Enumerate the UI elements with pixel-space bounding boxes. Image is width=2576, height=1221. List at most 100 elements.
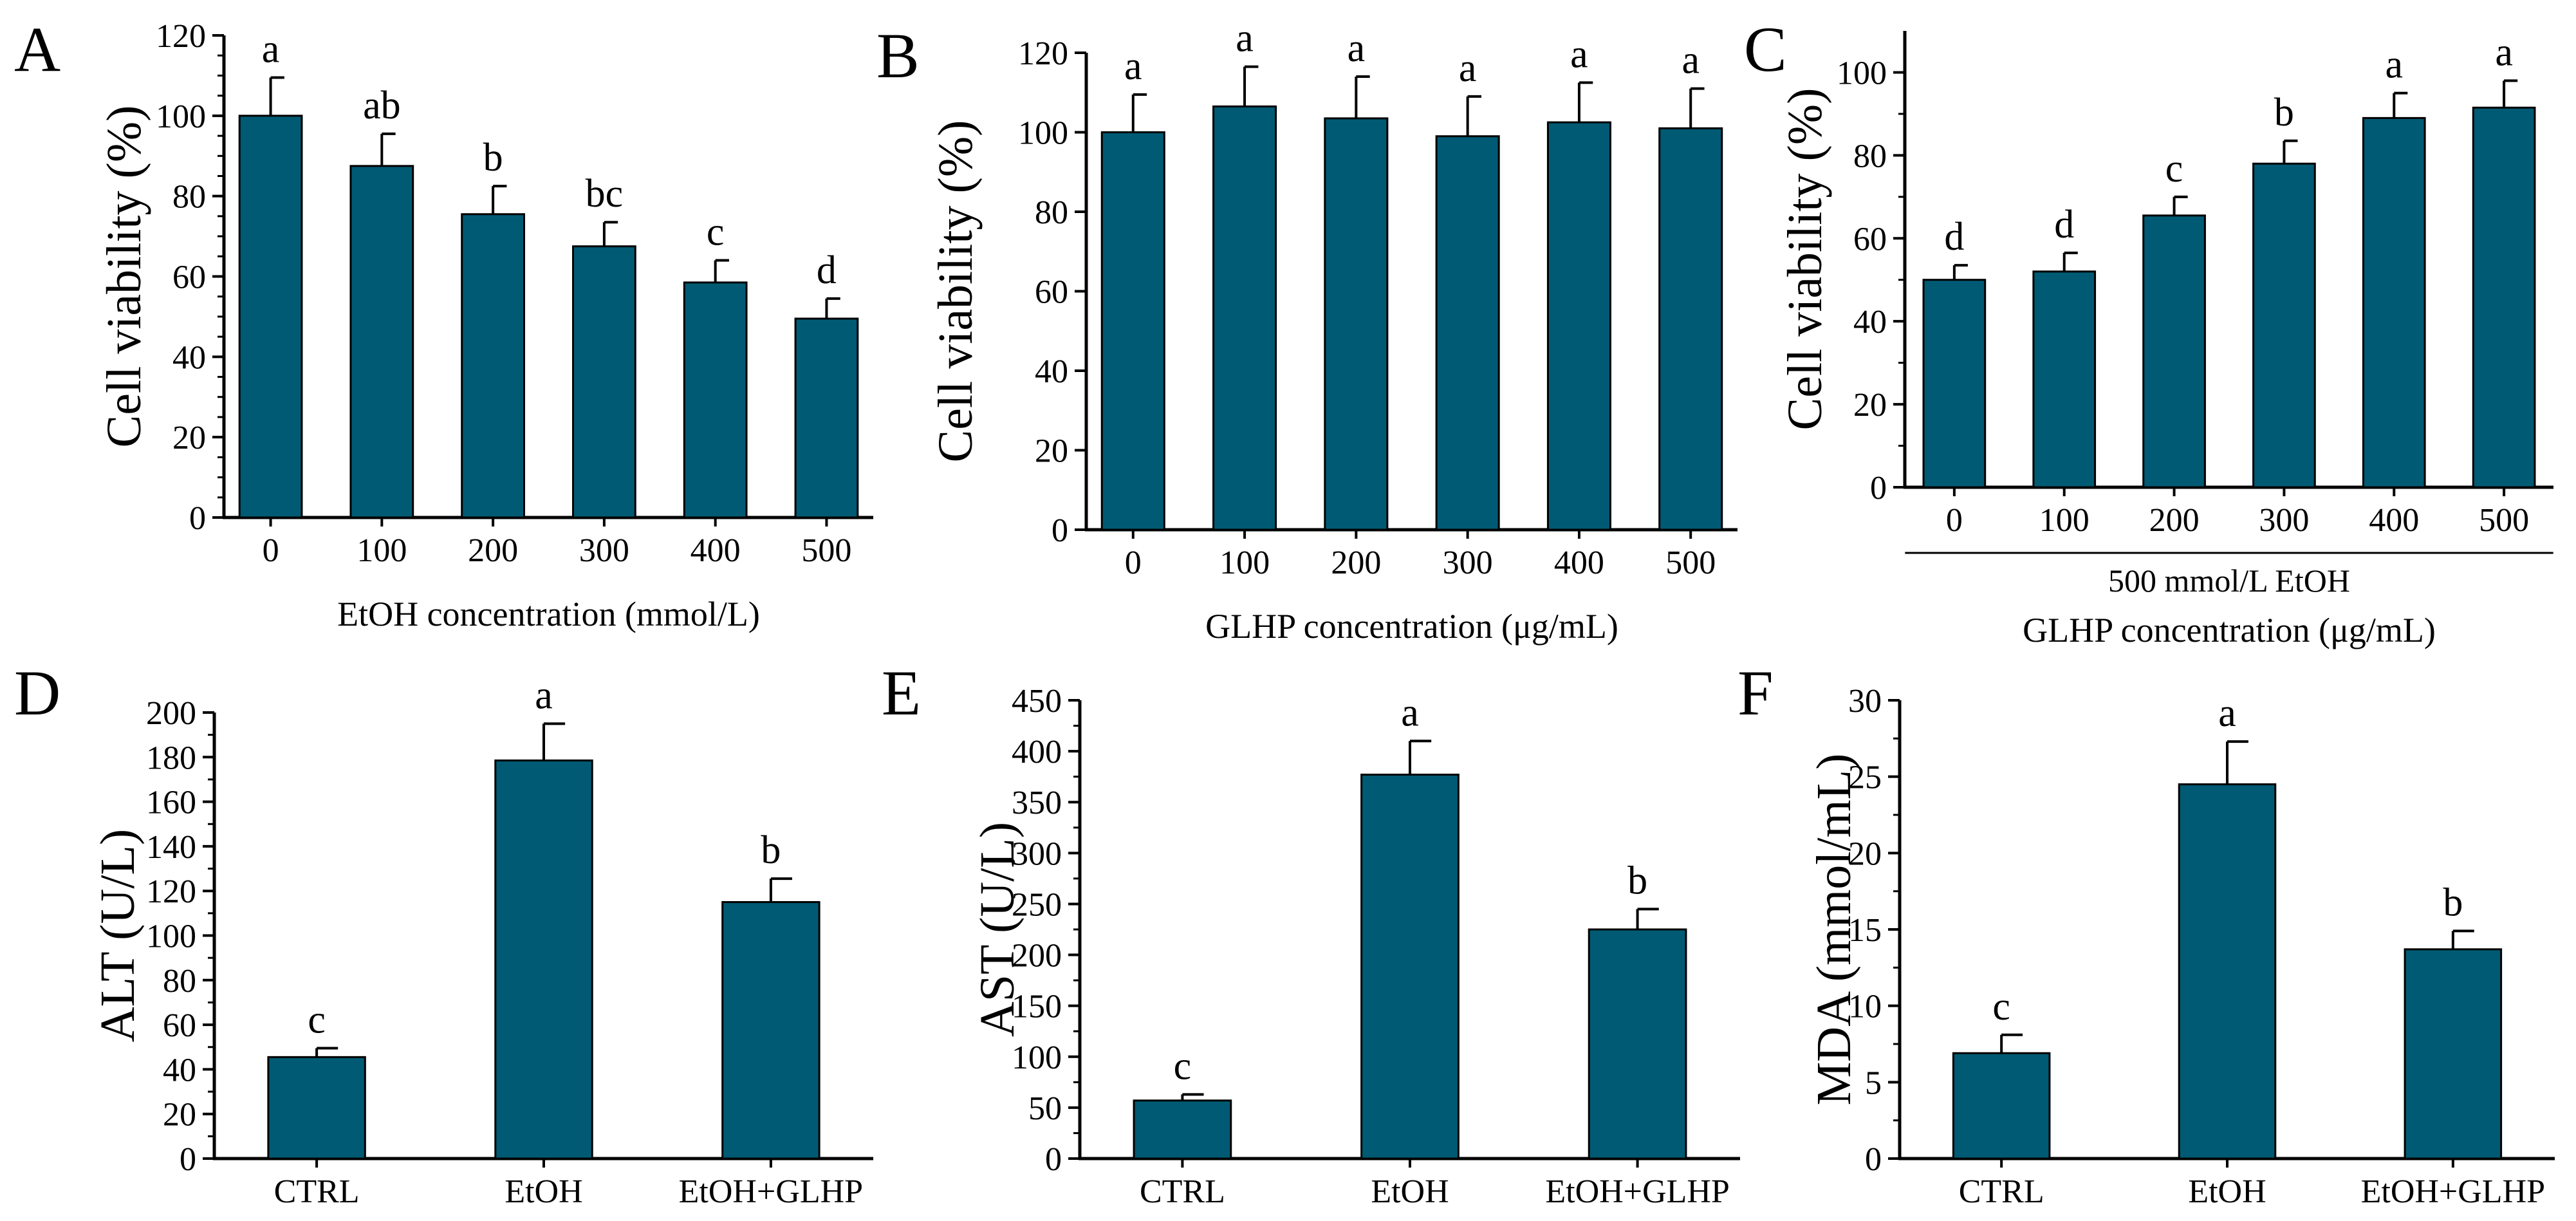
y-tick-label: 120 [1018, 35, 1068, 72]
significance-label: b [483, 136, 503, 180]
y-tick-label: 80 [1853, 138, 1887, 174]
y-tick-label: 100 [156, 98, 206, 135]
significance-label: a [1236, 17, 1254, 61]
panel-letter: F [1737, 657, 1774, 729]
y-tick-label: 200 [146, 695, 196, 732]
y-tick-label: 150 [1012, 989, 1062, 1025]
y-tick-label: 0 [189, 500, 206, 537]
x-tick-label: 300 [2259, 502, 2309, 539]
chart-panel-e: E 0 50 100 150 200 250 300 350 400 450 AST (U/L) c CT… [882, 657, 1740, 1210]
y-tick-label: 180 [146, 740, 196, 776]
x-tick-label: 100 [357, 532, 407, 569]
bar [267, 1056, 366, 1160]
x-tick-label: 0 [263, 532, 279, 569]
x-axis-title: GLHP concentration (μg/mL) [1205, 607, 1618, 646]
significance-label: a [1459, 46, 1477, 90]
panel-letter: D [14, 657, 60, 729]
bar [2472, 106, 2536, 489]
bar [1212, 105, 1277, 531]
group-note: 500 mmol/L EtOH [2108, 563, 2350, 599]
bar [349, 165, 414, 519]
significance-label: ab [363, 84, 401, 127]
y-axis-title: Cell viability (%) [929, 120, 983, 463]
y-tick-label: 400 [1012, 734, 1062, 770]
x-tick-label: 300 [579, 532, 629, 569]
x-tick-label: 0 [1946, 502, 1963, 539]
chart-panel-a: A 0 20 40 60 80 100 120 Cell viability (%) a 0 ab 10… [14, 14, 873, 633]
x-tick-label: 200 [468, 532, 518, 569]
bar [721, 901, 820, 1160]
significance-label: a [1401, 691, 1419, 734]
x-tick-label: CTRL [1959, 1173, 2044, 1210]
bar [794, 317, 859, 519]
y-tick-label: 60 [1035, 274, 1068, 311]
significance-label: c [308, 998, 326, 1041]
x-tick-label: 300 [1443, 545, 1493, 581]
panel-letter: C [1744, 14, 1787, 85]
significance-label: a [2495, 30, 2513, 74]
x-tick-label: EtOH+GLHP [679, 1173, 863, 1210]
x-tick-label: 100 [1219, 545, 1270, 581]
bar [1324, 117, 1389, 531]
bar [1546, 121, 1611, 531]
x-axis-title: EtOH concentration (mmol/L) [337, 595, 760, 633]
x-tick-label: EtOH [505, 1173, 582, 1210]
x-tick-label: 0 [1125, 545, 1142, 581]
y-tick-label: 50 [1028, 1090, 1062, 1127]
y-axis-title: AST (U/L) [970, 822, 1024, 1037]
significance-label: a [262, 28, 280, 71]
significance-label: b [761, 828, 781, 872]
chart-panel-d: D 0 20 40 60 80 100 120 140 160 180 200 ALT (U/L) c CT… [14, 657, 873, 1210]
x-tick-label: CTRL [274, 1173, 360, 1210]
y-tick-label: 0 [180, 1141, 196, 1178]
y-tick-label: 100 [1012, 1039, 1062, 1076]
y-tick-label: 80 [172, 179, 206, 216]
bar [2252, 162, 2316, 489]
x-tick-label: EtOH+GLHP [1545, 1173, 1729, 1210]
bar [1952, 1052, 2051, 1160]
y-tick-label: 100 [1837, 55, 1887, 91]
x-tick-label: EtOH+GLHP [2361, 1173, 2545, 1210]
y-tick-label: 25 [1848, 760, 1882, 796]
y-tick-label: 450 [1012, 683, 1062, 720]
bar [2362, 117, 2426, 489]
x-tick-label: 500 [2479, 502, 2529, 539]
y-tick-label: 40 [1853, 304, 1887, 340]
bar [461, 213, 525, 519]
x-tick-label: 500 [801, 532, 851, 569]
x-tick-label: 400 [2369, 502, 2419, 539]
significance-label: a [535, 673, 553, 717]
significance-label: a [1682, 39, 1700, 82]
y-tick-label: 40 [1035, 353, 1068, 390]
x-tick-label: 100 [2039, 502, 2090, 539]
significance-label: c [2165, 147, 2183, 191]
y-tick-label: 20 [172, 420, 206, 456]
y-axis-title: Cell viability (%) [97, 106, 151, 448]
y-tick-label: 15 [1848, 912, 1882, 949]
chart-panel-f: F 0 5 10 15 20 25 30 MDA (mmol/mL) c CTRL a EtOH b EtO… [1737, 657, 2555, 1210]
bar [1100, 131, 1165, 531]
significance-label: a [2386, 43, 2404, 87]
x-tick-label: EtOH [2188, 1173, 2266, 1210]
bar [1658, 127, 1723, 531]
y-tick-label: 0 [1865, 1141, 1882, 1178]
bar [1588, 928, 1687, 1160]
significance-label: a [1348, 26, 1366, 70]
bar [2178, 783, 2277, 1160]
y-tick-label: 120 [156, 18, 206, 55]
bar [238, 115, 303, 519]
y-tick-label: 20 [1848, 835, 1882, 872]
y-tick-label: 120 [146, 873, 196, 910]
y-tick-label: 160 [146, 785, 196, 821]
y-tick-label: 40 [163, 1052, 196, 1088]
y-axis-title: Cell viability (%) [1778, 88, 1832, 431]
bar [494, 759, 593, 1160]
bar [2032, 270, 2097, 489]
bar [2142, 214, 2206, 489]
y-tick-label: 0 [1870, 470, 1887, 507]
bar [572, 245, 636, 519]
significance-label: c [1992, 985, 2010, 1029]
y-tick-label: 60 [172, 259, 206, 296]
y-tick-label: 10 [1848, 989, 1882, 1025]
